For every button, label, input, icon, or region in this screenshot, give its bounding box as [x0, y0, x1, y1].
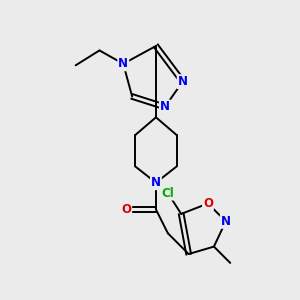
- Text: O: O: [203, 197, 213, 210]
- Text: Cl: Cl: [161, 187, 174, 200]
- Text: N: N: [160, 100, 170, 113]
- Text: N: N: [178, 75, 188, 88]
- Text: N: N: [151, 176, 161, 189]
- Text: N: N: [118, 57, 128, 70]
- Text: O: O: [121, 203, 131, 216]
- Text: N: N: [221, 215, 231, 228]
